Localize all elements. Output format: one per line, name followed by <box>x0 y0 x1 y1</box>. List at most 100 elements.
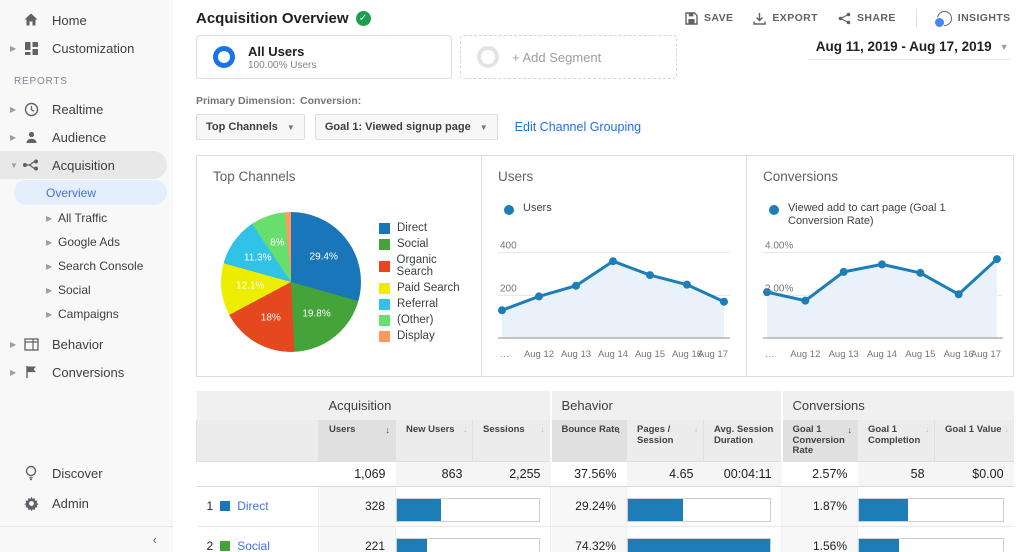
conversions-chart-legend: Viewed add to cart page (Goal 1 Conversi… <box>769 202 1005 228</box>
x-tick-label: Aug 13 <box>561 349 591 360</box>
bar-fill <box>859 499 908 521</box>
edit-channel-grouping-link[interactable]: Edit Channel Grouping <box>515 120 641 134</box>
primary-dimension-label: Primary Dimension: <box>196 95 300 107</box>
legend-swatch-icon <box>379 331 390 342</box>
total-value: 2.57% <box>782 461 858 486</box>
sidebar-item-conversions[interactable]: ▶ Conversions <box>0 358 173 386</box>
sidebar-item-customization[interactable]: ▶ Customization <box>0 34 173 62</box>
data-point <box>993 255 1001 263</box>
sidebar-item-audience[interactable]: ▶ Audience <box>0 123 173 151</box>
total-value: 4.65 <box>627 461 704 486</box>
sidebar-item-admin[interactable]: Admin <box>0 488 173 518</box>
table-row: 2Social22174.32%1.56% <box>197 526 1014 552</box>
sort-icon: ↓ <box>541 425 545 436</box>
legend-item: Display <box>379 330 473 342</box>
column-header-users[interactable]: Users↓ <box>319 420 396 461</box>
collapse-chevron-icon: ‹ <box>153 532 157 547</box>
chevron-right-icon: ▶ <box>10 44 20 53</box>
primary-dimension-select[interactable]: Top Channels ▼ <box>196 114 305 140</box>
sidebar-item-acquisition[interactable]: ▼ Acquisition <box>0 151 167 179</box>
share-icon <box>838 12 851 25</box>
export-button[interactable]: EXPORT <box>753 12 818 25</box>
acquisition-icon <box>22 158 40 172</box>
add-segment-button[interactable]: + Add Segment <box>460 35 677 79</box>
bar-track <box>858 538 1004 552</box>
column-header-pages-session[interactable]: Pages / Session↓ <box>627 420 704 461</box>
verified-check-icon: ✓ <box>356 11 371 26</box>
sidebar-item-realtime[interactable]: ▶ Realtime <box>0 95 173 123</box>
legend-item: Direct <box>379 222 473 234</box>
channels-table: AcquisitionBehaviorConversionsUsers↓New … <box>196 391 1014 552</box>
sidebar-item-label: Realtime <box>52 102 103 117</box>
data-point <box>572 282 580 290</box>
bar-fill <box>397 499 441 521</box>
sidebar-collapse-button[interactable]: ‹ <box>0 526 173 552</box>
total-value: 58 <box>858 461 935 486</box>
chevron-right-icon: ▶ <box>10 133 20 142</box>
column-header-goal-1-completion[interactable]: Goal 1 Completion↓ <box>858 420 935 461</box>
x-tick-label: Aug 16 <box>944 349 974 360</box>
bar-track <box>396 498 540 522</box>
chevron-down-icon: ▼ <box>287 123 295 132</box>
conversions-line-chart: 2.00%4.00%…Aug 12Aug 13Aug 14Aug 15Aug 1… <box>763 230 1003 364</box>
sidebar-item-social[interactable]: ▶ Social <box>0 278 173 302</box>
legend-dot-icon <box>504 205 514 215</box>
x-tick-label: Aug 15 <box>905 349 935 360</box>
insights-button[interactable]: INSIGHTS <box>937 11 1011 26</box>
users-chart-legend: Users <box>504 202 738 228</box>
sidebar-item-label: Audience <box>52 130 106 145</box>
bar-fill <box>628 499 683 521</box>
date-range-value: Aug 11, 2019 - Aug 17, 2019 <box>816 39 992 54</box>
total-value: 1,069 <box>319 461 396 486</box>
conversion-select[interactable]: Goal 1: Viewed signup page ▼ <box>315 114 498 140</box>
x-tick-label: Aug 12 <box>790 349 820 360</box>
column-header-goal-1-value[interactable]: Goal 1 Value↓ <box>935 420 1014 461</box>
conversions-card: Conversions Viewed add to cart page (Goa… <box>746 156 1013 376</box>
sidebar-item-overview[interactable]: Overview <box>14 180 167 205</box>
column-header-avg-session-duration[interactable]: Avg. Session Duration↓ <box>704 420 782 461</box>
legend-swatch-icon <box>379 261 390 272</box>
column-header-bounce-rate[interactable]: Bounce Rate↓ <box>551 420 627 461</box>
y-tick-label: 400 <box>500 241 517 252</box>
column-header-goal-1-conversion-rate[interactable]: Goal 1 Conversion Rate↓ <box>782 420 858 461</box>
column-header-sessions[interactable]: Sessions↓ <box>473 420 551 461</box>
top-channels-pie-chart: 29.4%19.8%18%12.1%11.3%8% <box>221 212 361 352</box>
sidebar-item-search-console[interactable]: ▶ Search Console <box>0 254 173 278</box>
sidebar-item-discover[interactable]: Discover <box>0 458 173 488</box>
total-value: $0.00 <box>935 461 1014 486</box>
sort-icon: ↓ <box>694 425 698 436</box>
channel-swatch-icon <box>220 501 230 511</box>
channel-link[interactable]: Social <box>237 539 270 552</box>
sidebar-item-google-ads[interactable]: ▶ Google Ads <box>0 230 173 254</box>
users-card: Users Users 200400…Aug 12Aug 13Aug 14Aug… <box>481 156 746 376</box>
save-button[interactable]: SAVE <box>685 12 733 25</box>
share-button[interactable]: SHARE <box>838 12 896 25</box>
bar-fill <box>397 539 427 552</box>
sidebar-item-campaigns[interactable]: ▶ Campaigns <box>0 302 173 326</box>
column-header-new-users[interactable]: New Users↓ <box>396 420 473 461</box>
save-icon <box>685 12 698 25</box>
top-channels-card: Top Channels 29.4%19.8%18%12.1%11.3%8% D… <box>197 156 481 376</box>
pie-slice-label: 8% <box>270 238 284 249</box>
pie-legend: DirectSocialOrganic SearchPaid SearchRef… <box>379 222 473 352</box>
data-point <box>646 271 654 279</box>
data-point <box>878 260 886 268</box>
insights-icon <box>937 11 952 26</box>
report-header: Acquisition Overview ✓ SAVE EXPORT SHARE <box>173 0 1024 31</box>
sidebar-item-label: Overview <box>46 186 96 200</box>
chevron-right-icon: ▶ <box>46 286 58 295</box>
sidebar-item-all-traffic[interactable]: ▶ All Traffic <box>0 206 173 230</box>
date-range-selector[interactable]: Aug 11, 2019 - Aug 17, 2019 ▼ <box>808 35 1011 60</box>
sidebar-item-home[interactable]: Home <box>0 6 173 34</box>
bar-track <box>858 498 1004 522</box>
sidebar-item-behavior[interactable]: ▶ Behavior <box>0 330 173 358</box>
sort-icon: ↓ <box>925 425 929 436</box>
data-point <box>609 257 617 265</box>
sidebar-item-label: Social <box>58 283 91 297</box>
channel-link[interactable]: Direct <box>237 499 268 513</box>
person-icon <box>22 130 40 145</box>
data-point <box>683 281 691 289</box>
card-title: Conversions <box>763 169 1005 184</box>
row-index: 2 <box>207 539 214 552</box>
segment-all-users[interactable]: All Users 100.00% Users <box>196 35 452 79</box>
